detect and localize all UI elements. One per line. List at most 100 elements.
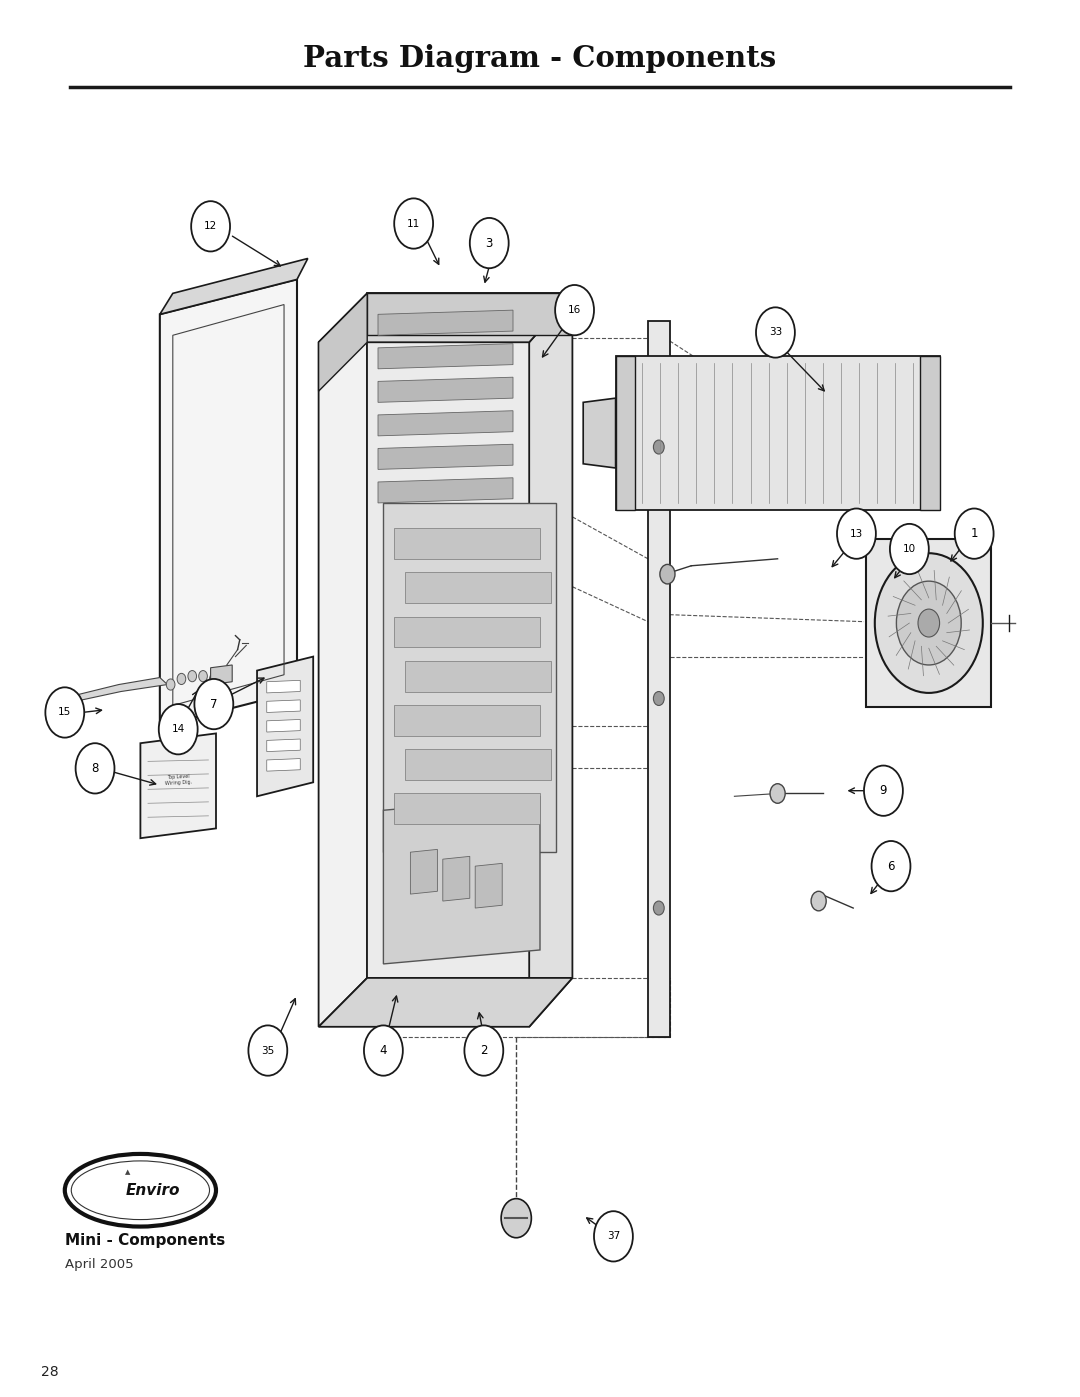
Polygon shape (267, 680, 300, 693)
Circle shape (756, 307, 795, 358)
Polygon shape (529, 293, 572, 1027)
Polygon shape (443, 856, 470, 901)
Circle shape (364, 1025, 403, 1076)
Text: 2: 2 (481, 1044, 487, 1058)
Text: 4: 4 (380, 1044, 387, 1058)
Circle shape (653, 901, 664, 915)
Polygon shape (257, 657, 313, 796)
Circle shape (770, 784, 785, 803)
Polygon shape (866, 539, 991, 707)
Polygon shape (160, 258, 308, 314)
Text: 9: 9 (880, 784, 887, 798)
Text: 8: 8 (92, 761, 98, 775)
Polygon shape (405, 661, 551, 692)
Circle shape (194, 679, 233, 729)
Polygon shape (383, 796, 540, 964)
Circle shape (864, 766, 903, 816)
Polygon shape (319, 293, 572, 342)
Text: Mini - Components: Mini - Components (65, 1234, 225, 1248)
Circle shape (896, 581, 961, 665)
Text: 13: 13 (850, 528, 863, 539)
Polygon shape (267, 739, 300, 752)
Polygon shape (319, 293, 367, 391)
Polygon shape (378, 310, 513, 335)
Polygon shape (616, 356, 940, 510)
Circle shape (872, 841, 910, 891)
Circle shape (890, 524, 929, 574)
Polygon shape (920, 356, 940, 510)
Circle shape (177, 673, 186, 685)
Polygon shape (267, 700, 300, 712)
Polygon shape (267, 719, 300, 732)
Polygon shape (267, 759, 300, 771)
Polygon shape (367, 293, 572, 335)
Polygon shape (70, 678, 167, 705)
Polygon shape (378, 411, 513, 436)
Ellipse shape (65, 1154, 216, 1227)
Text: 14: 14 (172, 724, 185, 735)
Circle shape (875, 553, 983, 693)
Text: 3: 3 (486, 236, 492, 250)
Polygon shape (319, 978, 572, 1027)
Polygon shape (378, 478, 513, 503)
Circle shape (191, 201, 230, 251)
Text: 11: 11 (407, 218, 420, 229)
Text: Enviro: Enviro (126, 1183, 180, 1197)
Polygon shape (616, 356, 635, 510)
Circle shape (918, 609, 940, 637)
Text: 1: 1 (971, 527, 977, 541)
Text: 6: 6 (888, 859, 894, 873)
Polygon shape (160, 279, 297, 726)
Circle shape (188, 671, 197, 682)
Text: April 2005: April 2005 (65, 1257, 134, 1271)
Polygon shape (410, 849, 437, 894)
Text: 7: 7 (211, 697, 217, 711)
Text: 35: 35 (261, 1045, 274, 1056)
Circle shape (653, 440, 664, 454)
Circle shape (159, 704, 198, 754)
Circle shape (501, 1199, 531, 1238)
Text: 12: 12 (204, 221, 217, 232)
Polygon shape (394, 616, 540, 647)
Polygon shape (140, 733, 216, 838)
Polygon shape (378, 344, 513, 369)
Polygon shape (394, 528, 540, 559)
Polygon shape (378, 377, 513, 402)
Circle shape (653, 692, 664, 705)
Polygon shape (405, 749, 551, 780)
Polygon shape (211, 665, 232, 685)
Circle shape (811, 891, 826, 911)
Polygon shape (319, 293, 367, 1027)
Circle shape (210, 673, 218, 685)
Text: 10: 10 (903, 543, 916, 555)
Text: 15: 15 (58, 707, 71, 718)
Circle shape (837, 509, 876, 559)
Text: Parts Diagram - Components: Parts Diagram - Components (303, 45, 777, 73)
Polygon shape (394, 793, 540, 824)
Circle shape (470, 218, 509, 268)
Text: Top Level
Wiring Dig.: Top Level Wiring Dig. (164, 774, 192, 785)
Circle shape (248, 1025, 287, 1076)
Polygon shape (367, 293, 572, 978)
Circle shape (394, 198, 433, 249)
Circle shape (594, 1211, 633, 1261)
Text: 37: 37 (607, 1231, 620, 1242)
Circle shape (660, 564, 675, 584)
Text: 16: 16 (568, 305, 581, 316)
Polygon shape (405, 573, 551, 604)
Circle shape (199, 671, 207, 682)
Circle shape (955, 509, 994, 559)
Text: 28: 28 (41, 1365, 58, 1379)
Polygon shape (378, 444, 513, 469)
Circle shape (166, 679, 175, 690)
Polygon shape (475, 863, 502, 908)
Polygon shape (583, 398, 616, 468)
Circle shape (464, 1025, 503, 1076)
Circle shape (45, 687, 84, 738)
Polygon shape (394, 705, 540, 736)
Circle shape (555, 285, 594, 335)
Polygon shape (383, 503, 556, 852)
Text: 33: 33 (769, 327, 782, 338)
Polygon shape (648, 321, 670, 1037)
Circle shape (76, 743, 114, 793)
